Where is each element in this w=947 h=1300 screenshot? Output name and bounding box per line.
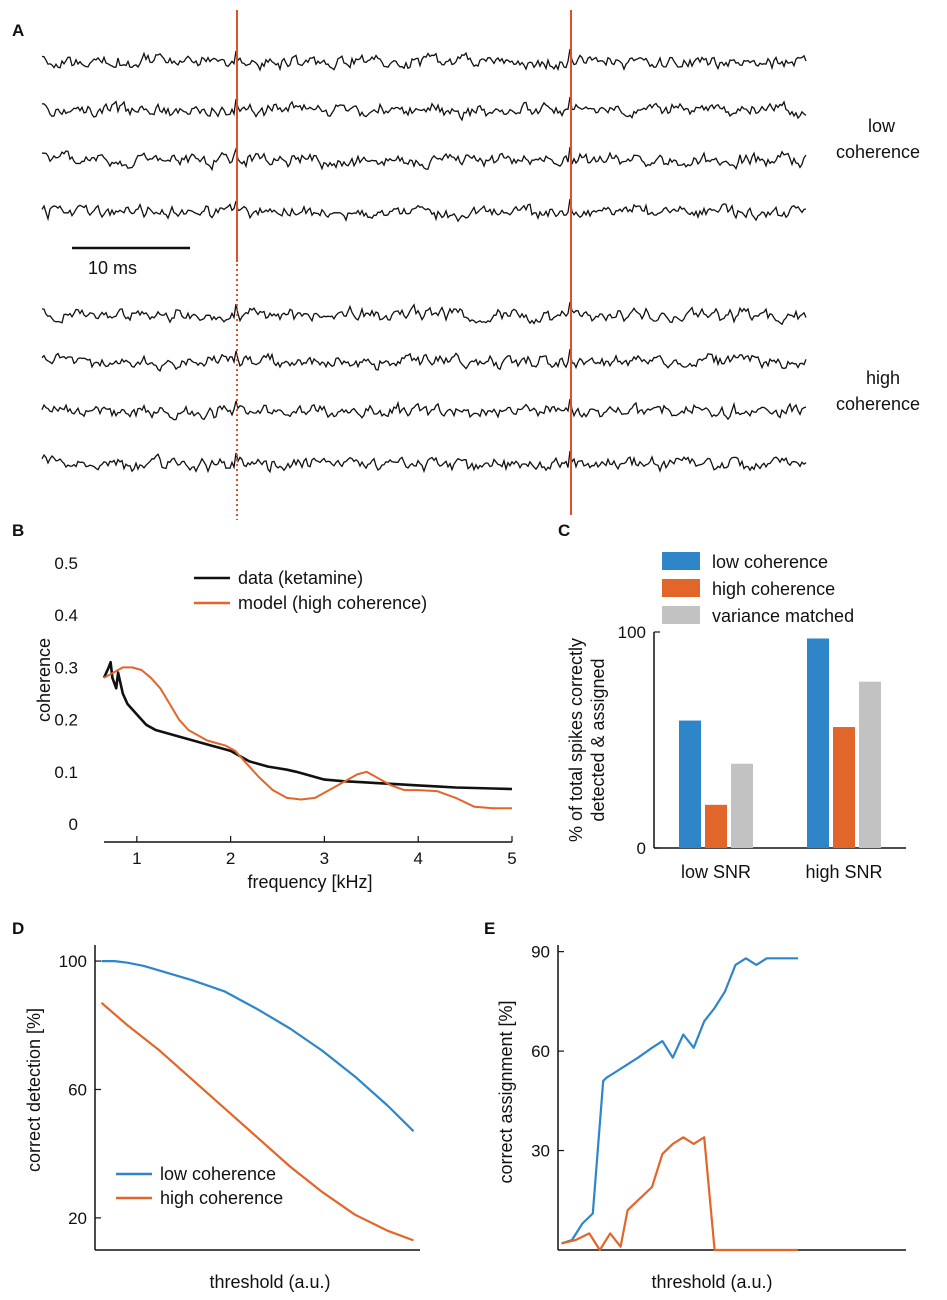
x-axis-label: threshold (a.u.) — [209, 1272, 330, 1292]
bar-2-3 — [859, 681, 881, 848]
legend-swatch-3 — [662, 606, 700, 624]
y-tick-label: 60 — [68, 1080, 87, 1099]
y-tick-label: 60 — [531, 1042, 550, 1061]
y-tick-label: 20 — [68, 1209, 87, 1228]
legend-label-2: high coherence — [160, 1188, 283, 1208]
y-tick-label: 100 — [59, 952, 87, 971]
bar-1-3 — [731, 763, 753, 848]
y-axis-label-line-1: % of total spikes correctly — [566, 638, 586, 842]
y-axis-label: correct assignment [%] — [496, 1000, 516, 1183]
high-trace-1 — [41, 301, 807, 326]
panel-b-letter: B — [12, 521, 24, 540]
x-tick-label: 2 — [226, 849, 235, 868]
legend-label-2: high coherence — [712, 579, 835, 599]
y-tick-label: 0.4 — [54, 606, 78, 625]
detection-chart: 20 60 100 threshold (a.u.) correct detection… — [24, 945, 420, 1292]
series-line-2 — [100, 1001, 414, 1242]
series-line-1 — [102, 660, 513, 791]
legend-label-1: low coherence — [712, 552, 828, 572]
series-line-2 — [103, 666, 512, 810]
high-trace-3 — [41, 398, 807, 421]
bar-1-1 — [679, 720, 701, 848]
category-label-2: high SNR — [805, 862, 882, 882]
legend-label-3: variance matched — [712, 606, 854, 626]
high-coherence-traces — [41, 301, 807, 474]
x-tick-label: 1 — [132, 849, 141, 868]
y-tick-label: 0.2 — [54, 711, 78, 730]
low-trace-1 — [41, 48, 807, 72]
y-axis-label: correct detection [%] — [24, 1008, 44, 1172]
y-axis-label-line-2: detected & assigned — [588, 658, 608, 821]
low-coherence-traces — [41, 48, 807, 223]
scale-bar-label: 10 ms — [88, 258, 137, 278]
bar-2-1 — [807, 638, 829, 848]
spike-bar-chart: 0 100 low SNR high SNR low coherence high coh… — [566, 552, 906, 882]
y-tick-label: 0.3 — [54, 658, 78, 677]
high-trace-4 — [41, 450, 807, 474]
panel-a-letter: A — [12, 21, 24, 40]
low-coherence-label-2: coherence — [836, 142, 920, 162]
y-axis-label: coherence — [34, 638, 54, 722]
high-coherence-label-2: coherence — [836, 394, 920, 414]
legend-label-1: low coherence — [160, 1164, 276, 1184]
bar-1-2 — [705, 804, 727, 848]
legend-swatch-2 — [662, 579, 700, 597]
x-tick-label: 4 — [413, 849, 422, 868]
y-tick-label: 0.1 — [54, 763, 78, 782]
panel-e-letter: E — [484, 919, 495, 938]
coherence-chart: 0 0.1 0.2 0.3 0.4 0.5 1 2 3 4 5 data (ketamine) mode… — [34, 554, 517, 892]
high-trace-2 — [41, 348, 807, 372]
low-trace-3 — [41, 146, 807, 172]
x-axis-label: threshold (a.u.) — [651, 1272, 772, 1292]
legend-label-2: model (high coherence) — [238, 593, 427, 613]
high-coherence-label-1: high — [866, 368, 900, 388]
low-trace-4 — [41, 198, 807, 223]
assignment-chart: 30 60 90 threshold (a.u.) correct assignment… — [496, 943, 906, 1292]
panel-c-letter: C — [558, 521, 570, 540]
series-line-1 — [561, 957, 799, 1245]
low-trace-2 — [41, 96, 807, 122]
x-tick-label: 5 — [507, 849, 516, 868]
series-line-1 — [101, 959, 415, 1132]
y-tick-label: 0 — [637, 839, 646, 858]
y-tick-label: 100 — [618, 623, 646, 642]
x-tick-label: 3 — [320, 849, 329, 868]
panel-d-letter: D — [12, 919, 24, 938]
series-line-2 — [561, 1136, 799, 1252]
category-label-1: low SNR — [681, 862, 751, 882]
bar-2-2 — [833, 727, 855, 848]
y-tick-label: 0.5 — [54, 554, 78, 573]
y-tick-label: 30 — [531, 1142, 550, 1161]
legend-swatch-1 — [662, 552, 700, 570]
y-tick-label: 0 — [69, 815, 78, 834]
y-tick-label: 90 — [531, 943, 550, 962]
x-axis-label: frequency [kHz] — [247, 872, 372, 892]
legend-label-1: data (ketamine) — [238, 568, 363, 588]
low-coherence-label-1: low — [868, 116, 896, 136]
